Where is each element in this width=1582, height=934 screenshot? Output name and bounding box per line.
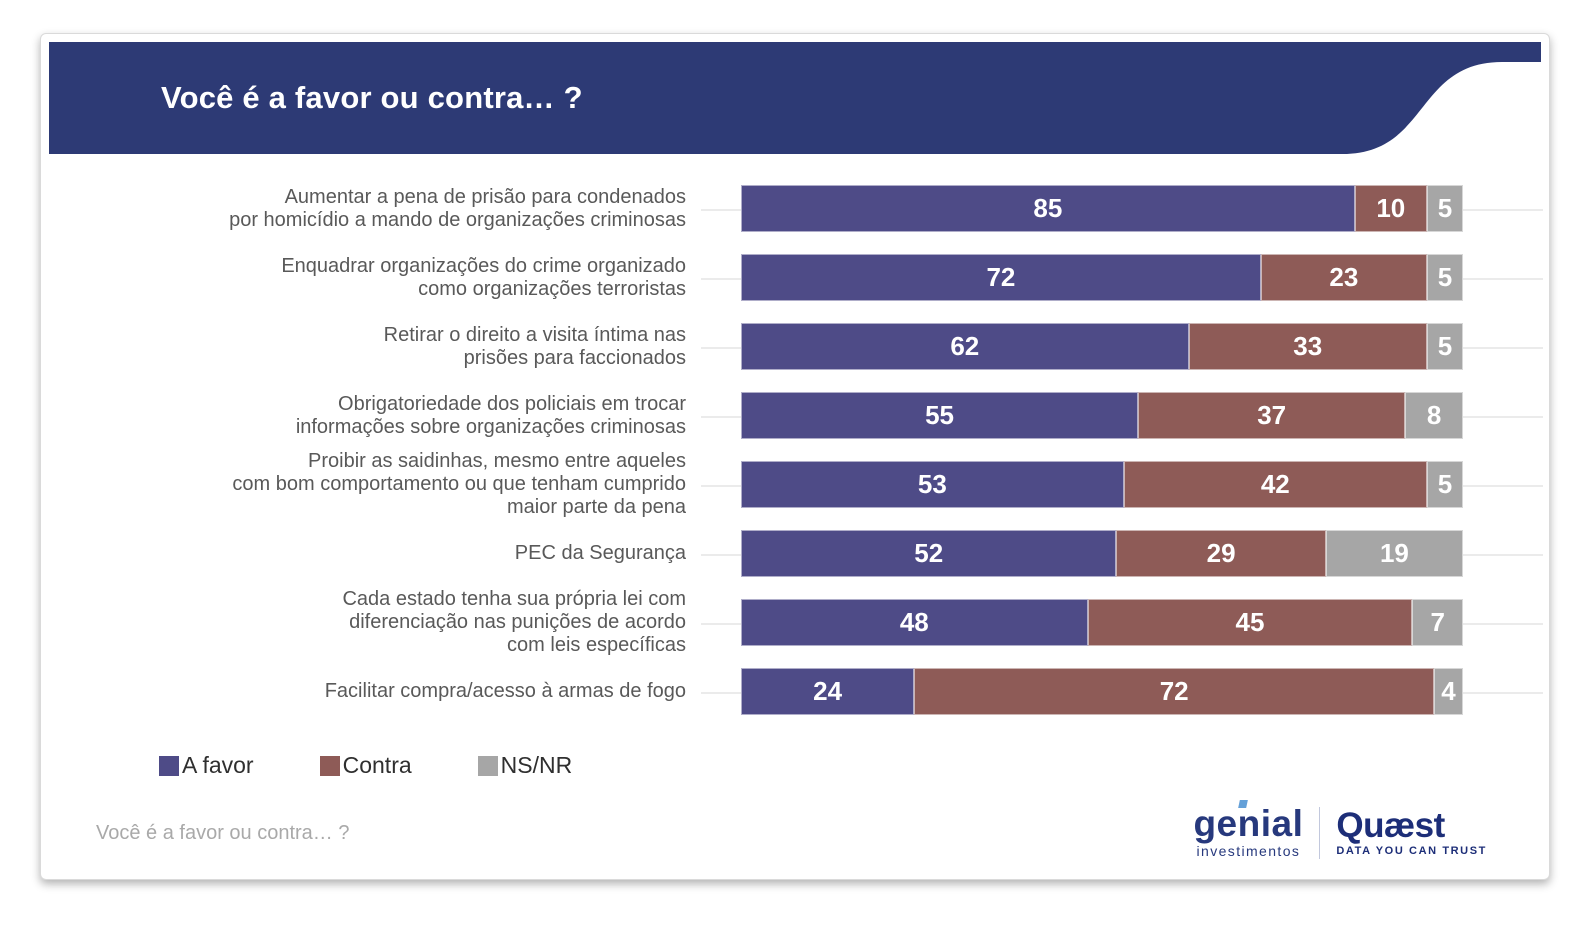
- legend-item-contra: Contra: [319, 752, 412, 779]
- bar-segment-a-favor: 52: [741, 530, 1117, 577]
- bar-value: 85: [1033, 193, 1063, 223]
- bar-segment-contra: 72: [914, 668, 1435, 715]
- chart-legend: A favor Contra NS/NR: [41, 752, 1549, 779]
- bar-value: 5: [1437, 193, 1453, 223]
- bar-value: 72: [986, 262, 1016, 292]
- legend-item-a-favor: A favor: [159, 752, 254, 779]
- bar-track: 72 23 5: [701, 254, 1543, 301]
- bar-segment-contra: 29: [1116, 530, 1326, 577]
- source-note: Você é a favor ou contra… ?: [96, 821, 350, 844]
- category-label: Cada estado tenha sua própria lei com di…: [342, 588, 686, 656]
- bar-segment-contra: 10: [1354, 185, 1427, 232]
- bar-segment-contra: 33: [1188, 323, 1427, 370]
- quaest-logo: Quæst DATA YOU CAN TRUST: [1336, 806, 1487, 857]
- bar-segment-ns-nr: 8: [1405, 392, 1463, 439]
- legend-label: NS/NR: [500, 752, 573, 778]
- chart-row: Obrigatoriedade dos policiais em trocar …: [41, 381, 1549, 450]
- bar-value: 72: [1159, 676, 1189, 706]
- bar-track: 48 45 7: [701, 599, 1543, 646]
- bar-segment-ns-nr: 7: [1412, 599, 1463, 646]
- bar-track: 85 10 5: [701, 185, 1543, 232]
- chart-card: Você é a favor ou contra… ? Aumentar a p…: [40, 33, 1550, 880]
- bar-segment-ns-nr: 4: [1434, 668, 1463, 715]
- chart-header: Você é a favor ou contra… ?: [49, 42, 1541, 154]
- logos: genial investimentos Quæst DATA YOU CAN …: [1193, 800, 1487, 859]
- genial-logo-subtitle: investimentos: [1196, 843, 1301, 859]
- bar-value: 55: [925, 400, 954, 430]
- bar-value: 10: [1376, 193, 1406, 223]
- legend-swatch-contra: [319, 755, 340, 776]
- chart-row: Aumentar a pena de prisão para condenado…: [41, 174, 1549, 243]
- category-label: Aumentar a pena de prisão para condenado…: [229, 185, 686, 231]
- category-label: PEC da Segurança: [514, 542, 686, 564]
- bar-segment-a-favor: 62: [741, 323, 1189, 370]
- logo-divider: [1319, 807, 1321, 859]
- category-label: Proibir as saidinhas, mesmo entre aquele…: [232, 450, 686, 518]
- bar-value: 23: [1329, 262, 1359, 292]
- bar-segment-contra: 37: [1138, 392, 1406, 439]
- bar-segment-a-favor: 72: [741, 254, 1261, 301]
- chart-row: Facilitar compra/acesso à armas de fogo 2…: [41, 657, 1549, 726]
- bar-value: 33: [1293, 331, 1323, 361]
- bar-value: 62: [950, 331, 980, 361]
- bar-segment-a-favor: 24: [741, 668, 915, 715]
- bar-segment-ns-nr: 5: [1426, 185, 1463, 232]
- bar-value: 5: [1437, 469, 1453, 499]
- header-swoosh-shape: [49, 42, 1541, 154]
- chart-row: Enquadrar organizações do crime organiza…: [41, 243, 1549, 312]
- bar-track: 62 33 5: [701, 323, 1543, 370]
- bar-segment-ns-nr: 19: [1325, 530, 1463, 577]
- genial-logo-text: genial: [1193, 803, 1304, 844]
- bar-value: 8: [1426, 400, 1442, 430]
- bar-track: 55 37 8: [701, 392, 1543, 439]
- chart-row: Retirar o direito a visita íntima nas pr…: [41, 312, 1549, 381]
- chart-row: Cada estado tenha sua própria lei com di…: [41, 588, 1549, 657]
- bar-segment-a-favor: 85: [741, 185, 1355, 232]
- genial-logo: genial investimentos: [1193, 800, 1304, 859]
- chart-footer: Você é a favor ou contra… ? genial inves…: [41, 800, 1549, 859]
- chart-title: Você é a favor ou contra… ?: [161, 80, 583, 115]
- bar-value: 5: [1437, 331, 1453, 361]
- category-label: Facilitar compra/acesso à armas de fogo: [324, 680, 686, 702]
- bar-segment-ns-nr: 5: [1426, 461, 1463, 508]
- legend-label: A favor: [182, 752, 254, 778]
- bar-value: 42: [1260, 469, 1290, 499]
- chart-row: PEC da Segurança 52 29 19: [41, 519, 1549, 588]
- bar-value: 5: [1437, 262, 1453, 292]
- bar-value: 52: [914, 538, 944, 568]
- bar-value: 53: [917, 469, 947, 499]
- bar-track: 53 42 5: [701, 461, 1543, 508]
- bar-track: 52 29 19: [701, 530, 1543, 577]
- bar-value: 7: [1430, 607, 1445, 637]
- bar-segment-a-favor: 48: [741, 599, 1088, 646]
- category-label: Enquadrar organizações do crime organiza…: [281, 254, 686, 300]
- category-label: Obrigatoriedade dos policiais em trocar …: [295, 392, 686, 438]
- stacked-bar-chart: Aumentar a pena de prisão para condenado…: [41, 154, 1549, 726]
- bar-value: 37: [1257, 400, 1287, 430]
- legend-swatch-ns-nr: [477, 755, 498, 776]
- bar-segment-contra: 23: [1260, 254, 1427, 301]
- legend-swatch-a-favor: [159, 755, 179, 776]
- quaest-logo-text: Quæst: [1336, 806, 1445, 845]
- bar-segment-ns-nr: 5: [1426, 254, 1463, 301]
- bar-value: 24: [813, 676, 843, 706]
- bar-value: 19: [1379, 538, 1409, 568]
- legend-item-ns-nr: NS/NR: [477, 752, 573, 779]
- quaest-logo-tagline: DATA YOU CAN TRUST: [1336, 845, 1487, 857]
- bar-segment-contra: 45: [1087, 599, 1413, 646]
- bar-segment-a-favor: 53: [741, 461, 1124, 508]
- bar-value: 29: [1206, 538, 1236, 568]
- chart-row: Proibir as saidinhas, mesmo entre aquele…: [41, 450, 1549, 519]
- category-label: Retirar o direito a visita íntima nas pr…: [383, 323, 686, 369]
- bar-value: 4: [1441, 676, 1456, 706]
- bar-track: 24 72 4: [701, 668, 1543, 715]
- legend-label: Contra: [342, 752, 412, 778]
- bar-segment-contra: 42: [1123, 461, 1427, 508]
- bar-segment-ns-nr: 5: [1426, 323, 1463, 370]
- bar-segment-a-favor: 55: [741, 392, 1139, 439]
- bar-value: 48: [899, 607, 929, 637]
- bar-value: 45: [1235, 607, 1265, 637]
